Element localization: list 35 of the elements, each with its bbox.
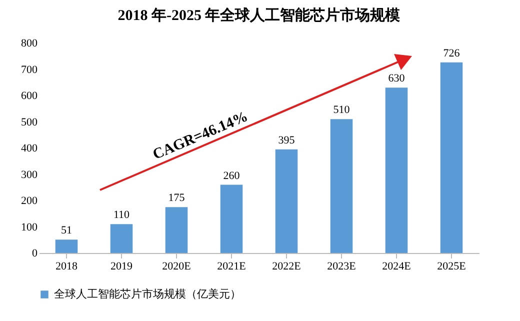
bar xyxy=(55,240,78,253)
x-tick-label: 2022E xyxy=(272,260,302,272)
x-tick-label: 2024E xyxy=(382,260,412,272)
y-tick-label: 800 xyxy=(21,38,38,50)
data-label: 630 xyxy=(388,72,406,85)
y-tick-label: 700 xyxy=(21,64,38,76)
data-label: 260 xyxy=(223,170,240,182)
y-tick-label: 500 xyxy=(21,116,38,128)
bar xyxy=(275,149,298,253)
x-tick-label: 2025E xyxy=(437,260,466,272)
y-tick-label: 200 xyxy=(21,195,38,207)
data-label: 110 xyxy=(113,209,130,222)
bar xyxy=(330,119,353,253)
bar xyxy=(385,88,408,253)
data-label: 395 xyxy=(278,134,296,146)
x-tick-label: 2018 xyxy=(56,260,78,272)
data-label: 51 xyxy=(61,224,72,237)
x-tick-label: 2023E xyxy=(327,260,356,272)
legend-label: 全球人工智能芯片市场规模（亿美元） xyxy=(54,288,241,300)
y-tick-label: 100 xyxy=(21,221,38,234)
y-tick-label: 600 xyxy=(21,90,38,102)
x-tick-label: 2021E xyxy=(217,260,246,272)
bar xyxy=(110,224,133,253)
x-tick-label: 2020E xyxy=(162,260,192,272)
data-label: 510 xyxy=(333,104,350,116)
data-label: 726 xyxy=(443,47,460,60)
y-tick-label: 300 xyxy=(21,168,38,181)
chart-title: 2018 年-2025 年全球人工智能芯片市场规模 xyxy=(118,6,402,24)
y-tick-label: 400 xyxy=(21,142,38,154)
data-label: 175 xyxy=(168,192,186,204)
bar xyxy=(220,184,243,253)
x-tick-label: 2019 xyxy=(110,260,133,272)
bar xyxy=(440,62,463,253)
bar xyxy=(165,207,188,253)
y-tick-label: 0 xyxy=(32,248,38,260)
